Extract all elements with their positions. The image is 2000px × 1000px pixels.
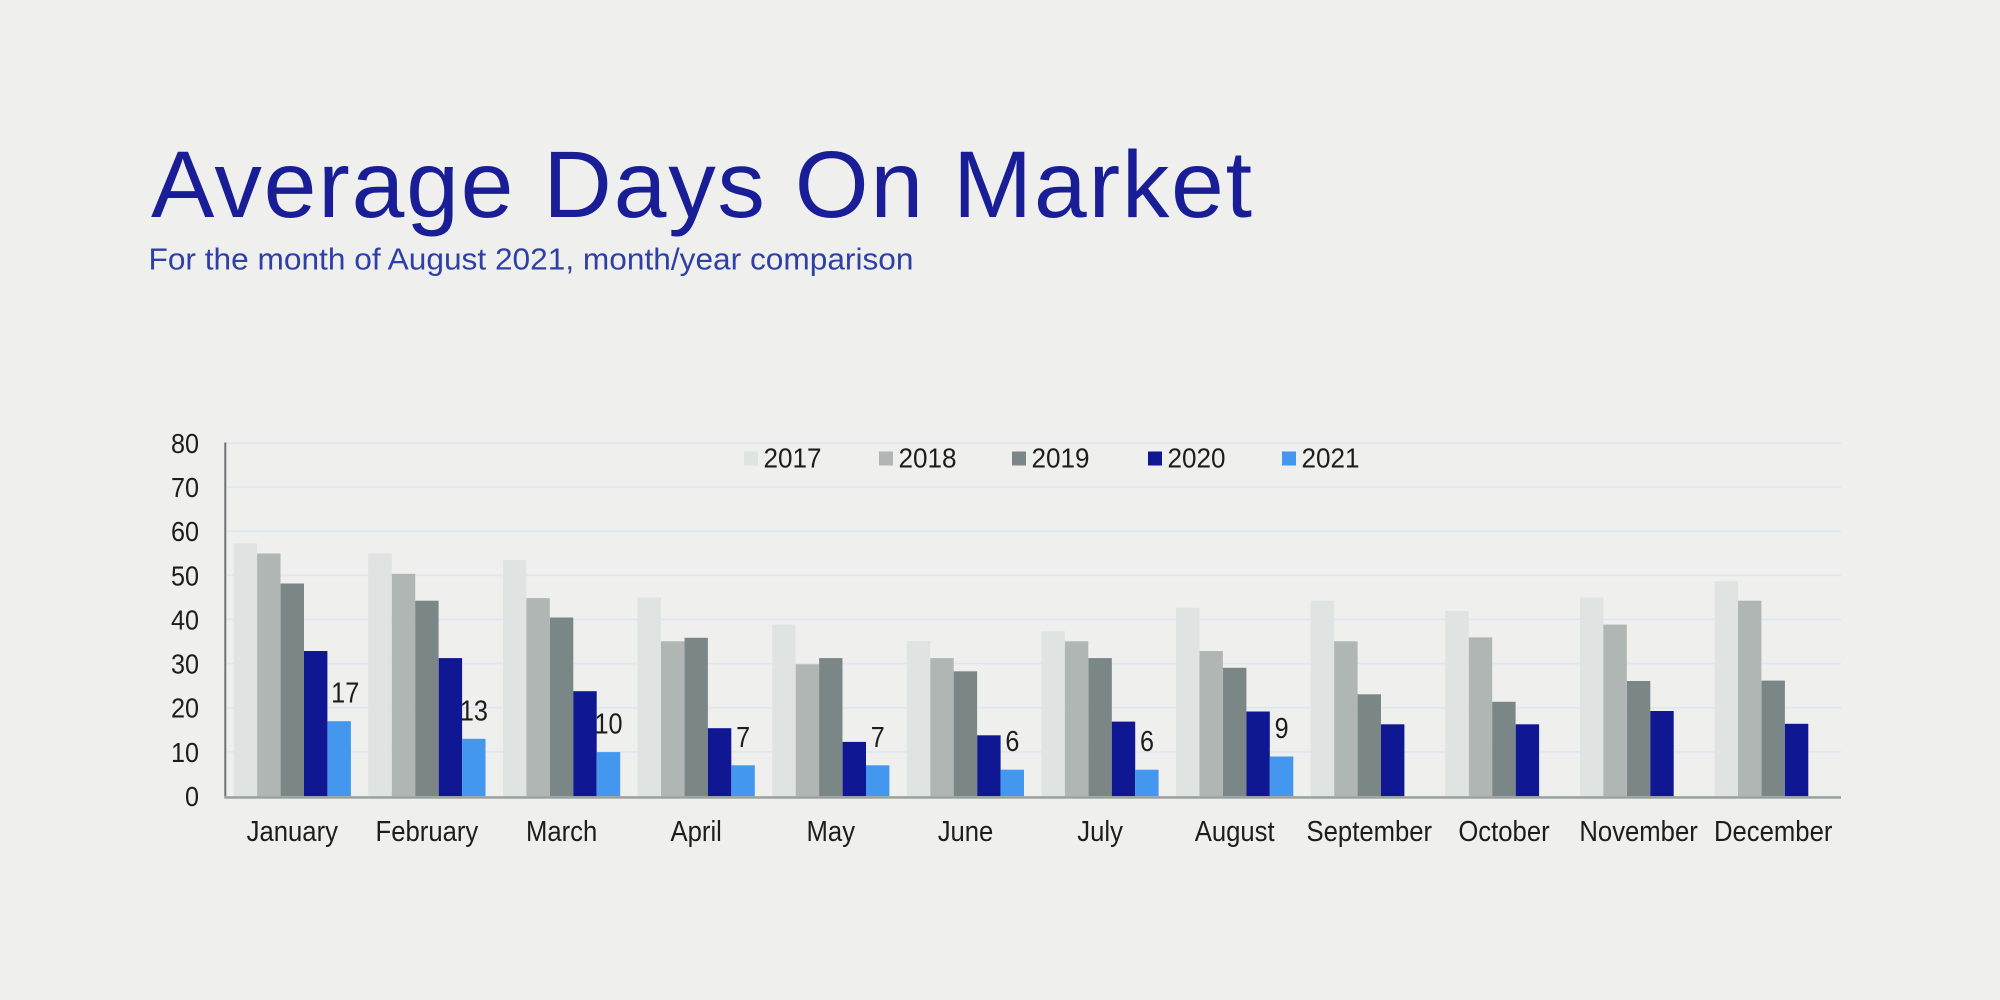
svg-text:August: August <box>1195 816 1275 848</box>
svg-text:6: 6 <box>1140 726 1154 758</box>
svg-text:March: March <box>526 816 597 848</box>
svg-text:6: 6 <box>1005 726 1019 758</box>
svg-text:2017: 2017 <box>764 443 822 474</box>
svg-text:9: 9 <box>1275 713 1289 745</box>
svg-text:60: 60 <box>171 516 199 547</box>
svg-text:2019: 2019 <box>1032 443 1090 474</box>
svg-text:2020: 2020 <box>1168 443 1226 474</box>
svg-text:10: 10 <box>171 737 199 768</box>
svg-text:Average Days On Market: Average Days On Market <box>151 132 1252 238</box>
svg-text:70: 70 <box>171 472 199 503</box>
svg-text:September: September <box>1307 816 1433 848</box>
svg-text:For the month of August 2021,: For the month of August 2021, month/year… <box>149 242 914 277</box>
svg-text:April: April <box>671 816 722 848</box>
svg-text:May: May <box>807 816 856 848</box>
svg-text:20: 20 <box>171 693 199 724</box>
svg-text:November: November <box>1579 816 1698 848</box>
svg-text:80: 80 <box>171 428 199 459</box>
svg-text:13: 13 <box>460 695 488 727</box>
svg-text:0: 0 <box>185 781 199 812</box>
svg-text:50: 50 <box>171 560 199 591</box>
svg-text:40: 40 <box>171 604 199 635</box>
svg-text:17: 17 <box>331 678 359 710</box>
svg-text:December: December <box>1714 816 1833 848</box>
svg-text:February: February <box>376 816 479 848</box>
svg-text:30: 30 <box>171 649 199 680</box>
svg-text:July: July <box>1077 816 1123 848</box>
svg-text:2021: 2021 <box>1302 443 1360 474</box>
svg-text:2018: 2018 <box>899 443 957 474</box>
svg-text:October: October <box>1458 816 1550 848</box>
svg-text:7: 7 <box>736 722 750 754</box>
svg-text:June: June <box>938 816 994 848</box>
svg-text:7: 7 <box>871 722 885 754</box>
svg-text:10: 10 <box>594 709 622 741</box>
svg-text:January: January <box>247 816 339 848</box>
